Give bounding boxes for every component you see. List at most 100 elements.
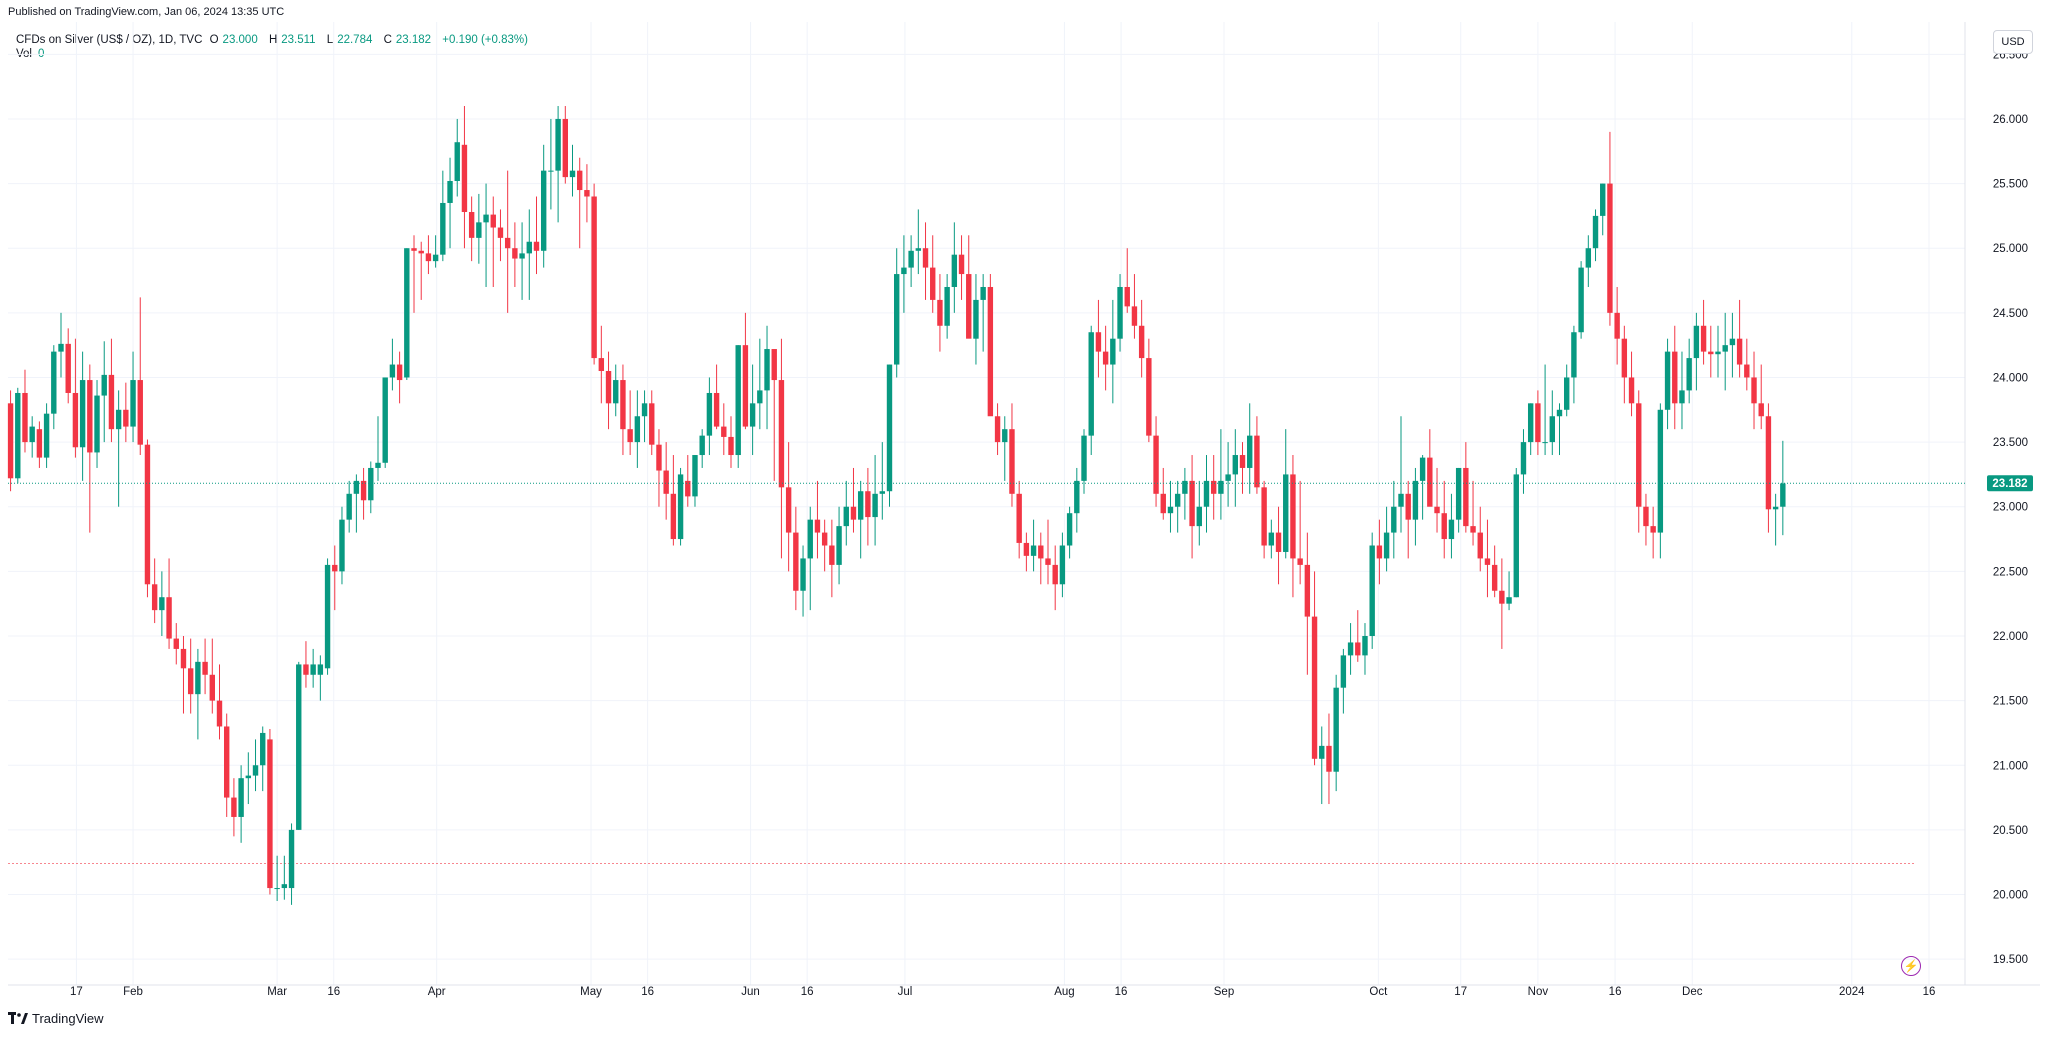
candle-body: [706, 392, 713, 436]
candle-body: [1585, 248, 1592, 268]
lightning-icon[interactable]: ⚡: [1901, 956, 1921, 976]
time-tick-label: Jul: [898, 986, 913, 998]
time-tick-label: 16: [1609, 986, 1622, 998]
candle-body: [829, 545, 835, 565]
candle-body: [216, 700, 223, 727]
candle-body: [1520, 442, 1527, 475]
candle-body: [857, 491, 864, 520]
candle-body: [1297, 558, 1303, 565]
candle-body: [425, 253, 432, 262]
candle-body: [1383, 532, 1390, 559]
candle-body: [418, 250, 424, 254]
candle-body: [526, 241, 532, 254]
candle-body: [87, 380, 93, 453]
candle-body: [886, 364, 893, 492]
candle-body: [1441, 513, 1447, 540]
candle-body: [800, 558, 806, 591]
candle-body: [850, 506, 857, 520]
candle-body: [584, 190, 590, 197]
candle-body: [1283, 474, 1289, 552]
candle-body: [778, 380, 785, 488]
low-label: L: [326, 34, 334, 46]
candle-body: [209, 674, 215, 701]
candle-body: [613, 380, 619, 404]
candle-body: [742, 345, 749, 427]
candle-body: [1355, 642, 1361, 656]
candle-body: [1174, 493, 1181, 507]
candle-body: [843, 506, 849, 527]
candle-body: [1434, 506, 1440, 514]
candle-body: [728, 436, 734, 456]
time-tick-label: Feb: [123, 986, 143, 998]
candle-body: [735, 345, 741, 456]
candle-body: [1470, 526, 1476, 533]
candle-body: [324, 564, 331, 669]
candle-body: [231, 797, 237, 817]
candle-body: [454, 142, 460, 181]
candle-body: [598, 358, 605, 372]
candle-body: [1427, 457, 1433, 507]
candle-body: [1607, 183, 1613, 313]
candle-body: [1643, 506, 1649, 527]
symbol-legend: CFDs on Silver (US$ / OZ), 1D, TVC O 23.0…: [16, 32, 532, 48]
candle-body: [1499, 590, 1505, 604]
candle-body: [1484, 558, 1491, 565]
candle-body: [368, 467, 374, 501]
candle-body: [1491, 564, 1498, 591]
candle-body: [836, 526, 842, 565]
candle-body: [894, 274, 900, 365]
candle-body: [252, 765, 259, 776]
candle-body: [1700, 325, 1707, 352]
candle-body: [1210, 480, 1217, 494]
candle-body: [807, 519, 813, 559]
candle-body: [1513, 474, 1519, 598]
candle-body: [1038, 545, 1044, 559]
brand-label: TradingView: [32, 1011, 104, 1026]
candle-body: [958, 254, 965, 275]
candle-body: [1167, 506, 1174, 514]
candle-body: [908, 250, 914, 268]
candle-body: [339, 519, 345, 572]
candle-body: [94, 395, 100, 453]
candle-body: [649, 403, 655, 445]
candle-body: [1751, 377, 1757, 404]
candle-body: [980, 286, 986, 300]
close-value: 23.182: [395, 34, 432, 46]
candle-body: [296, 664, 302, 830]
candle-body: [1203, 480, 1210, 507]
candle-body: [1182, 480, 1188, 494]
candle-body: [1376, 545, 1383, 559]
candle-body: [814, 519, 821, 533]
candle-body: [1333, 687, 1339, 772]
candle-body: [973, 299, 979, 339]
candle-body: [303, 664, 309, 675]
candle-body: [1765, 416, 1772, 510]
candle-body: [1664, 351, 1671, 410]
candle-body: [1744, 364, 1750, 378]
candle-body: [288, 829, 295, 889]
candle-body: [1268, 532, 1275, 546]
candle-body: [1347, 642, 1354, 656]
candle-body: [22, 392, 28, 443]
high-label: H: [268, 34, 278, 46]
candle-body: [656, 444, 662, 471]
candle-body: [1030, 545, 1037, 556]
currency-button[interactable]: USD: [1993, 30, 2033, 54]
candle-body: [685, 480, 691, 497]
candle-body: [1527, 403, 1534, 443]
candle-body: [1275, 532, 1282, 552]
candle-body: [1542, 442, 1548, 444]
price-tick-label: 25.000: [1993, 243, 2028, 255]
price-tick-label: 21.000: [1993, 760, 2028, 772]
candle-body: [1052, 564, 1058, 585]
candle-body: [123, 409, 129, 427]
candle-body: [1398, 493, 1404, 507]
candle-body: [1628, 377, 1635, 404]
candle-body: [1290, 474, 1296, 559]
candle-body: [922, 248, 929, 268]
candle-body: [173, 638, 179, 649]
change-value: +0.190 (+0.83%): [442, 34, 528, 46]
candle-body: [634, 416, 641, 443]
candle-body: [749, 403, 756, 427]
